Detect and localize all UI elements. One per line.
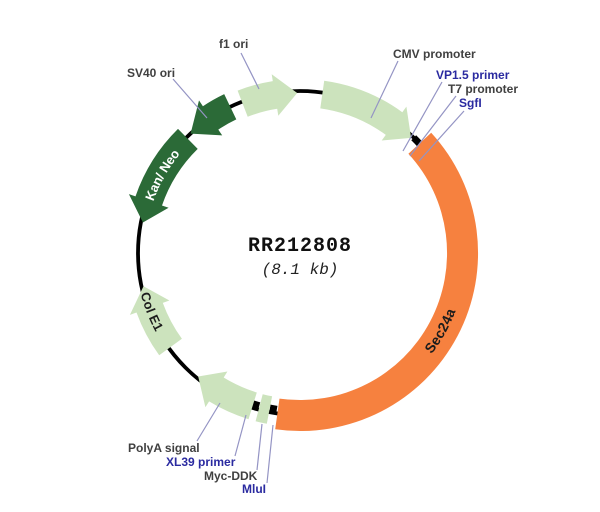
label-sgfi: SgfI — [459, 96, 482, 110]
feature-mlui-site — [269, 404, 278, 413]
leader-myc-ddk — [256, 423, 263, 471]
feature-myc-ddk-tag — [255, 394, 273, 424]
leader-cmv-promoter — [370, 60, 399, 119]
feature-polya-signal — [198, 371, 257, 420]
plasmid-size: (8.1 kb) — [261, 261, 339, 279]
leader-lines — [172, 52, 465, 484]
label-polya-signal: PolyA signal — [128, 441, 200, 455]
label-f1-ori: f1 ori — [219, 37, 249, 51]
leader-xl39-primer — [234, 414, 247, 457]
label-sv40-ori: SV40 ori — [127, 66, 176, 80]
label-xl39-primer: XL39 primer — [166, 455, 236, 469]
feature-col-e1 — [129, 286, 182, 356]
feature-cmv-promoter — [320, 80, 412, 141]
label-t7-promoter: T7 promoter — [448, 82, 519, 96]
leader-polya-signal — [196, 402, 221, 442]
feature-f1-ori — [237, 74, 298, 117]
feature-sv40-ori — [190, 94, 237, 136]
label-mlui: MluI — [242, 482, 266, 496]
label-myc-ddk: Myc-DDK — [204, 469, 258, 483]
label-cmv-promoter: CMV promoter — [393, 47, 476, 61]
leader-sgfi — [418, 110, 465, 162]
plasmid-title: RR212808 — [247, 235, 352, 258]
leader-t7-promoter — [409, 95, 457, 157]
feature-kan-neo — [128, 128, 198, 223]
label-vp15-primer: VP1.5 primer — [436, 68, 510, 82]
leader-mlui — [266, 424, 274, 484]
leader-sv40-ori — [172, 78, 208, 119]
feature-sec24a — [275, 132, 479, 432]
leader-vp15-primer — [402, 81, 443, 152]
feature-site-tick — [251, 400, 261, 410]
leader-f1-ori — [240, 52, 260, 90]
